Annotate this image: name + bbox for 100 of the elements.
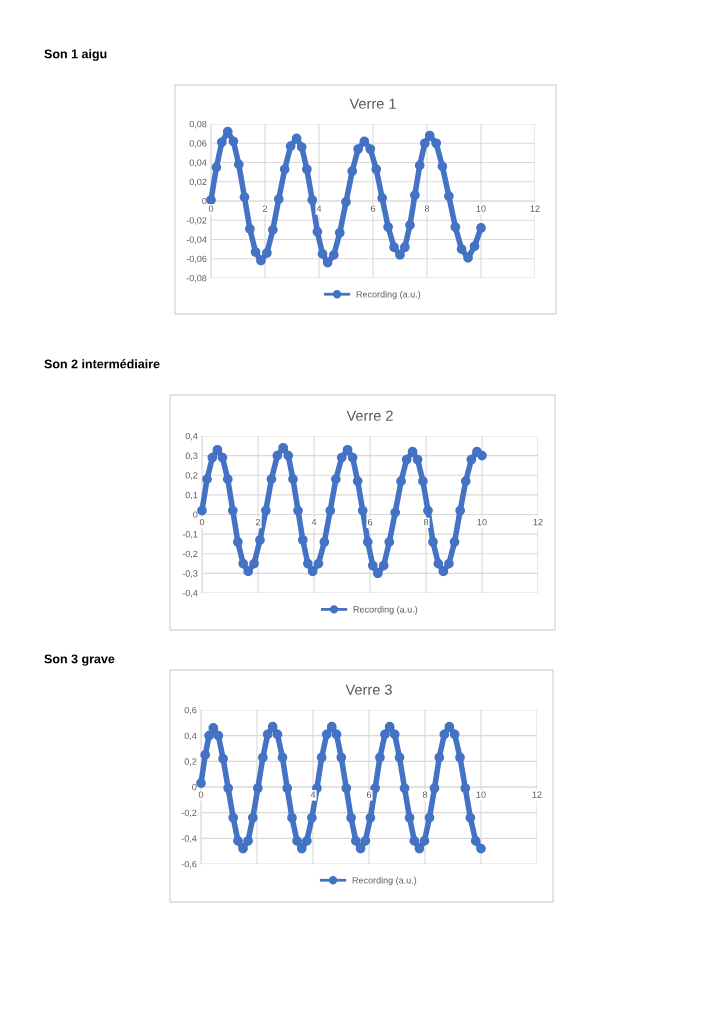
point (325, 505, 336, 516)
x-tick-label: 8 (422, 791, 428, 798)
point (287, 812, 297, 823)
chart-title: Verre 3 (345, 684, 392, 695)
x-tick-label: 2 (255, 518, 261, 526)
point (424, 812, 435, 823)
x-tick-label: 4 (311, 519, 317, 526)
point (405, 220, 415, 230)
point (438, 566, 449, 577)
point (375, 752, 385, 763)
point (197, 505, 207, 516)
point (245, 224, 255, 234)
point (476, 223, 486, 233)
x-tick-label: 8 (424, 205, 430, 212)
point (222, 474, 233, 485)
point (233, 159, 244, 170)
point (292, 836, 302, 846)
point (449, 729, 460, 740)
point (331, 729, 342, 740)
x-tick-label: 10 (476, 791, 486, 798)
x-tick-label: 10 (476, 205, 486, 212)
point (455, 505, 466, 516)
x-tick-label: 6 (366, 791, 372, 798)
legend-label: Recording (a.u.) (352, 876, 417, 886)
point (223, 783, 234, 794)
y-tick-label: -0,08 (186, 274, 207, 283)
point (243, 566, 254, 577)
point (322, 257, 333, 268)
point (297, 535, 308, 545)
point (283, 450, 294, 461)
point (434, 752, 445, 763)
point (399, 783, 410, 794)
point (217, 452, 228, 463)
point (377, 193, 388, 203)
point (302, 558, 313, 569)
legend-label: Recording (a.u.) (353, 606, 418, 615)
y-tick-label: -0,2 (181, 809, 197, 818)
point (401, 454, 412, 465)
point (228, 136, 239, 147)
y-tick-label: -0,06 (186, 255, 207, 264)
y-tick-label: -0,02 (186, 217, 207, 225)
point (202, 474, 212, 485)
point (396, 476, 406, 486)
point (267, 225, 278, 235)
point (252, 783, 263, 794)
point (319, 537, 330, 547)
point (371, 164, 382, 175)
point (347, 166, 358, 177)
point (301, 164, 312, 175)
point (282, 783, 293, 794)
point (317, 249, 328, 259)
point (407, 446, 418, 457)
point (206, 195, 216, 205)
point (352, 476, 363, 486)
point (429, 783, 440, 794)
point (470, 836, 481, 846)
x-tick-label: 10 (477, 518, 487, 526)
point (466, 454, 477, 465)
x-tick-label: 2 (262, 205, 268, 212)
point (449, 537, 460, 547)
point (477, 450, 487, 461)
point (207, 452, 218, 463)
point (367, 560, 378, 571)
point (301, 836, 312, 846)
point (365, 144, 376, 154)
point (360, 836, 371, 846)
point (383, 222, 393, 232)
point (227, 505, 238, 516)
point (359, 136, 370, 147)
point (380, 729, 390, 740)
point (262, 729, 273, 740)
x-tick-label: 12 (533, 518, 543, 526)
point (370, 783, 381, 794)
x-tick-label: 8 (423, 518, 429, 526)
y-tick-label: 0,04 (189, 159, 207, 167)
x-tick-label: 4 (310, 791, 316, 798)
point (439, 729, 450, 740)
point (291, 133, 302, 144)
y-tick-label: 0,2 (185, 472, 198, 480)
point (277, 752, 288, 763)
point (196, 778, 206, 789)
point (313, 558, 324, 569)
point (256, 255, 266, 266)
point (450, 222, 461, 232)
y-tick-label: 0,2 (184, 758, 197, 766)
point (255, 535, 265, 545)
point (389, 242, 399, 253)
y-tick-label: -0,1 (182, 531, 198, 539)
point (279, 164, 290, 175)
point (293, 505, 303, 516)
point (476, 843, 486, 854)
point (228, 812, 239, 823)
point (424, 130, 435, 141)
point (444, 191, 454, 202)
point (399, 242, 410, 253)
point (362, 537, 373, 547)
point (213, 730, 224, 741)
point (316, 752, 327, 763)
x-tick-label: 12 (532, 791, 542, 798)
x-tick-label: 0 (208, 205, 214, 212)
